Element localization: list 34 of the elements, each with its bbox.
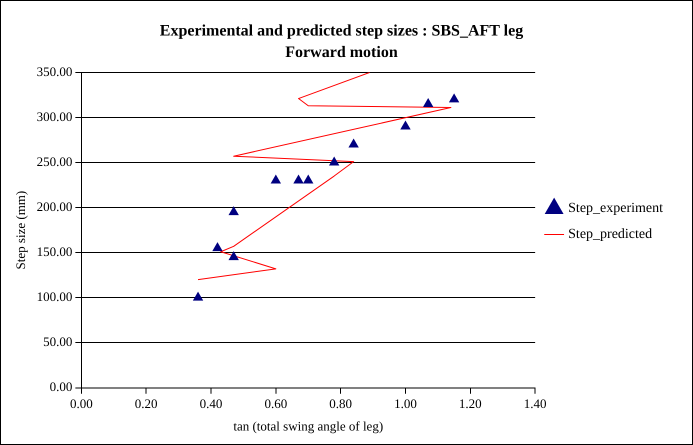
chart-subtitle: Forward motion	[285, 44, 398, 61]
x-tick-label: 1.20	[458, 396, 482, 412]
point	[228, 206, 239, 216]
x-tick-label: 1.40	[524, 396, 547, 412]
point	[348, 138, 358, 148]
point	[449, 94, 459, 102]
x-tick-label: 0.60	[264, 396, 288, 412]
point	[212, 242, 222, 252]
y-tick-label: 50.00	[43, 334, 72, 350]
point	[329, 157, 340, 166]
point	[303, 175, 314, 184]
point	[193, 292, 203, 301]
y-tick-label: 0.00	[50, 379, 72, 394]
x-tick-label: 0.20	[134, 396, 158, 412]
y-tick-label: 250.00	[36, 154, 72, 169]
y-tick-label: 350.00	[36, 64, 72, 79]
x-axis-title: tan (total swing angle of leg)	[233, 418, 384, 434]
point	[400, 120, 410, 130]
y-tick-label: 150.00	[36, 244, 72, 260]
x-tick-label: 0.40	[200, 396, 222, 412]
y-tick-label: 100.00	[36, 289, 72, 304]
y-tick-label: 200.00	[36, 198, 72, 214]
y-axis-title: Step size (mm)	[13, 190, 28, 270]
point	[294, 175, 304, 184]
x-tick-label: 1.00	[394, 396, 417, 412]
point	[228, 252, 239, 260]
y-tick-label: 300.00	[36, 108, 72, 124]
legend-label: Step_predicted	[568, 227, 652, 242]
chart-title: Experimental and predicted step sizes : SBS_AFT leg	[160, 22, 524, 40]
point	[423, 98, 434, 107]
x-tick-label: 0.80	[329, 396, 352, 412]
point	[271, 175, 281, 184]
legend-label: Step_experiment	[568, 201, 664, 216]
x-tick-label: 0.00	[70, 396, 93, 412]
